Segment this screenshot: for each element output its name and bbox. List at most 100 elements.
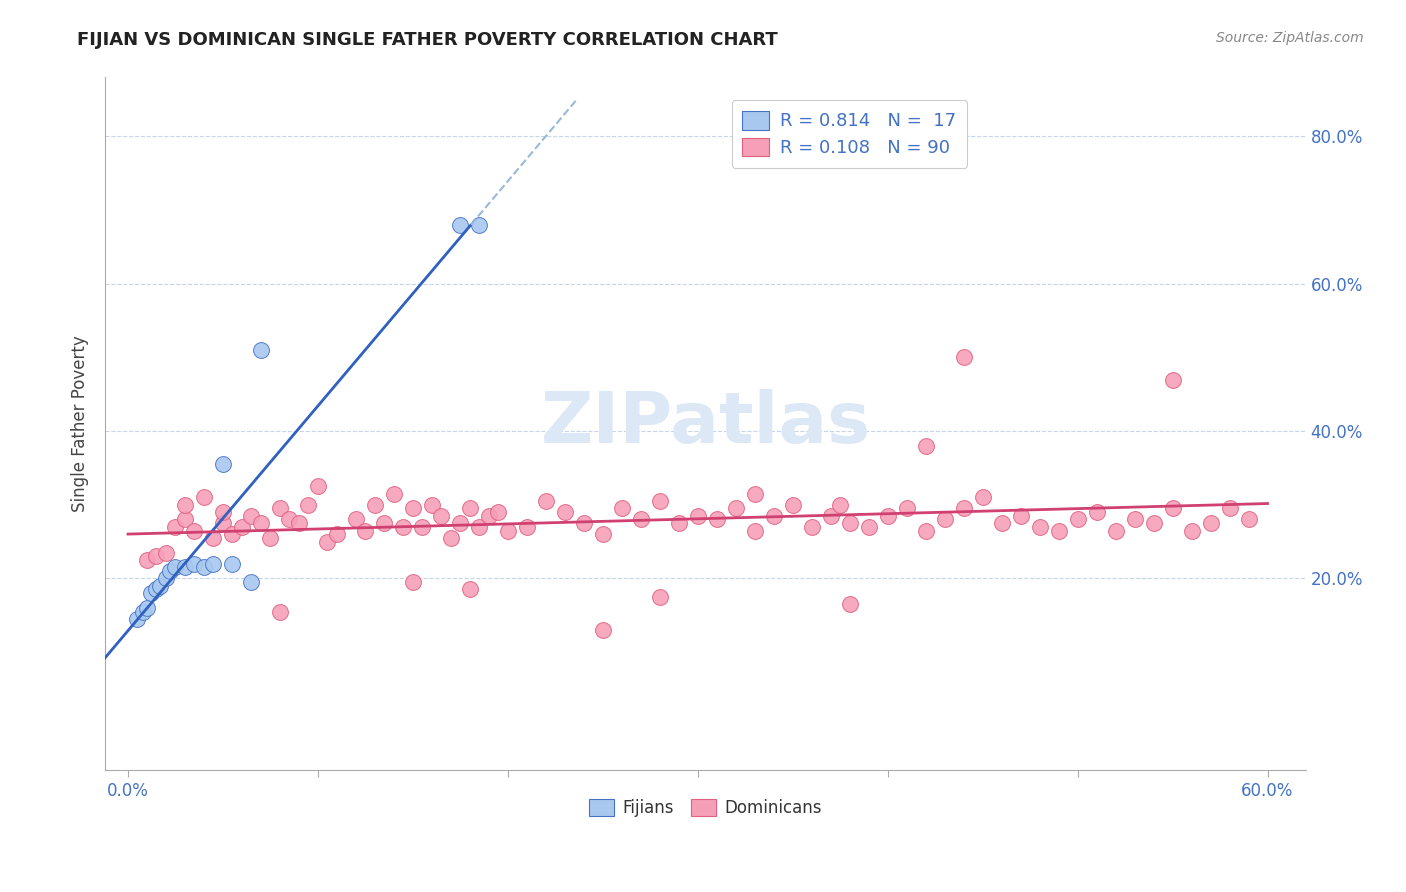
Point: [914, 439, 936, 453]
Point: [592, 527, 614, 541]
Point: [990, 516, 1012, 531]
Point: [344, 512, 367, 526]
Point: [136, 601, 159, 615]
Point: [876, 508, 898, 523]
Point: [830, 498, 852, 512]
Point: [183, 524, 205, 538]
Point: [686, 508, 709, 523]
Point: [458, 501, 481, 516]
Legend: Fijians, Dominicans: Fijians, Dominicans: [582, 792, 828, 824]
Point: [1161, 372, 1184, 386]
Point: [744, 486, 766, 500]
Text: ZIPatlas: ZIPatlas: [540, 389, 870, 458]
Point: [165, 520, 187, 534]
Point: [155, 546, 177, 560]
Point: [212, 516, 235, 531]
Point: [914, 524, 936, 538]
Point: [174, 498, 197, 512]
Point: [250, 343, 273, 357]
Point: [516, 520, 538, 534]
Point: [221, 527, 243, 541]
Point: [648, 590, 671, 604]
Point: [430, 508, 453, 523]
Point: [972, 491, 994, 505]
Point: [193, 560, 215, 574]
Point: [145, 582, 167, 597]
Point: [706, 512, 728, 526]
Point: [420, 498, 443, 512]
Point: [316, 534, 339, 549]
Point: [440, 531, 463, 545]
Point: [212, 505, 235, 519]
Point: [610, 501, 633, 516]
Point: [250, 516, 273, 531]
Point: [1237, 512, 1260, 526]
Point: [934, 512, 956, 526]
Point: [468, 218, 491, 232]
Point: [449, 516, 471, 531]
Point: [402, 501, 425, 516]
Point: [952, 351, 974, 365]
Point: [458, 582, 481, 597]
Text: Source: ZipAtlas.com: Source: ZipAtlas.com: [1216, 31, 1364, 45]
Point: [202, 557, 225, 571]
Point: [668, 516, 690, 531]
Point: [364, 498, 387, 512]
Point: [554, 505, 576, 519]
Point: [297, 498, 319, 512]
Point: [402, 575, 425, 590]
Point: [592, 623, 614, 637]
Point: [159, 564, 181, 578]
Point: [838, 597, 860, 611]
Y-axis label: Single Father Poverty: Single Father Poverty: [72, 335, 89, 512]
Point: [820, 508, 842, 523]
Point: [149, 579, 172, 593]
Point: [1010, 508, 1032, 523]
Point: [269, 501, 291, 516]
Point: [212, 457, 235, 471]
Point: [288, 516, 311, 531]
Point: [1142, 516, 1164, 531]
Text: FIJIAN VS DOMINICAN SINGLE FATHER POVERTY CORRELATION CHART: FIJIAN VS DOMINICAN SINGLE FATHER POVERT…: [77, 31, 778, 49]
Point: [838, 516, 860, 531]
Point: [1199, 516, 1222, 531]
Point: [354, 524, 377, 538]
Point: [1161, 501, 1184, 516]
Point: [127, 612, 149, 626]
Point: [382, 486, 405, 500]
Point: [231, 520, 253, 534]
Point: [858, 520, 880, 534]
Point: [648, 494, 671, 508]
Point: [307, 479, 329, 493]
Point: [132, 605, 155, 619]
Point: [240, 508, 263, 523]
Point: [1028, 520, 1050, 534]
Point: [478, 508, 501, 523]
Point: [1219, 501, 1241, 516]
Point: [326, 527, 349, 541]
Point: [392, 520, 415, 534]
Point: [193, 491, 215, 505]
Point: [155, 571, 177, 585]
Point: [202, 531, 225, 545]
Point: [278, 512, 301, 526]
Point: [468, 520, 491, 534]
Point: [724, 501, 747, 516]
Point: [782, 498, 804, 512]
Point: [411, 520, 433, 534]
Point: [630, 512, 652, 526]
Point: [572, 516, 595, 531]
Point: [183, 557, 205, 571]
Point: [221, 557, 243, 571]
Point: [449, 218, 471, 232]
Point: [496, 524, 519, 538]
Point: [145, 549, 167, 564]
Point: [259, 531, 281, 545]
Point: [1066, 512, 1088, 526]
Point: [136, 553, 159, 567]
Point: [896, 501, 918, 516]
Point: [139, 586, 162, 600]
Point: [486, 505, 509, 519]
Point: [240, 575, 263, 590]
Point: [800, 520, 823, 534]
